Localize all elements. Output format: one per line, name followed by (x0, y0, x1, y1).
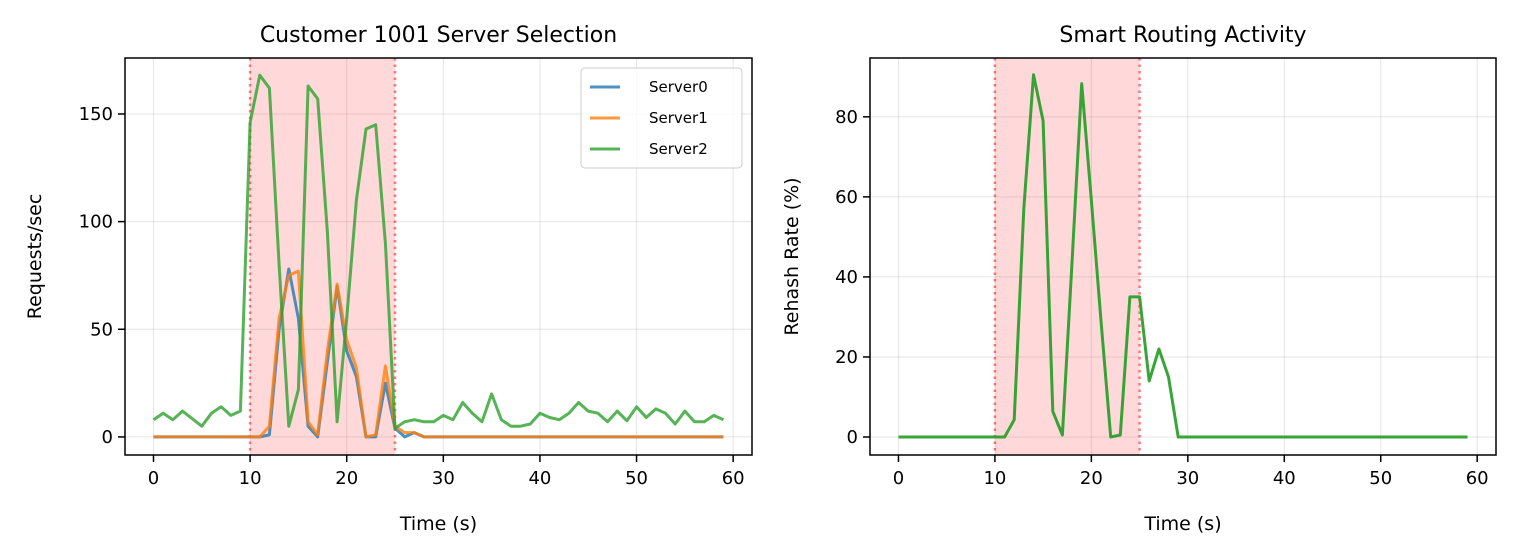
chart-title: Smart Routing Activity (1059, 23, 1306, 48)
x-tick-label: 20 (335, 468, 358, 489)
series-line-rehash-rate (898, 73, 1468, 439)
x-axis-label: Time (s) (399, 513, 477, 535)
x-tick-label: 30 (432, 468, 455, 489)
y-tick-label: 60 (835, 187, 858, 208)
legend: Server0 Server1 Server2 (580, 67, 743, 169)
x-tick-label: 60 (1466, 468, 1489, 489)
series-line-Server2 (152, 73, 725, 430)
x-tick-label: 50 (1369, 468, 1392, 489)
y-tick-label: 150 (79, 104, 113, 125)
y-axis-label: Requests/sec (24, 194, 46, 320)
x-tick-label: 0 (893, 468, 904, 489)
x-tick-label: 30 (1176, 468, 1199, 489)
y-tick-label: 20 (835, 347, 858, 368)
legend-label: Server0 (649, 78, 708, 96)
x-tick-label: 20 (1080, 468, 1103, 489)
x-tick-label: 40 (528, 468, 551, 489)
chart-1: 0 10 20 30 40 50 60 0 50 100 150 Time (s) Requests/s… (24, 23, 753, 535)
legend-box (580, 67, 743, 169)
chart-2: 0 10 20 30 40 50 60 0 20 40 60 80 Time (s) Rehash Rat… (781, 23, 1497, 535)
x-tick-label: 10 (239, 468, 262, 489)
chart-title: Customer 1001 Server Selection (260, 23, 617, 48)
y-tick-label: 50 (90, 319, 113, 340)
x-tick-label: 0 (148, 468, 159, 489)
x-tick-label: 10 (983, 468, 1006, 489)
x-tick-label: 40 (1273, 468, 1296, 489)
y-axis-label: Rehash Rate (%) (781, 177, 803, 335)
y-tick-label: 80 (835, 107, 858, 128)
axes-frame (869, 57, 1497, 456)
legend-label: Server1 (649, 109, 708, 127)
y-tick-label: 40 (835, 267, 858, 288)
y-tick-label: 0 (102, 427, 113, 448)
highlight-span (994, 58, 1140, 455)
x-axis-label: Time (s) (1143, 513, 1221, 535)
x-tick-label: 50 (625, 468, 648, 489)
axes-frame (124, 57, 753, 456)
y-tick-label: 0 (847, 427, 858, 448)
y-tick-label: 100 (79, 212, 113, 233)
x-tick-label: 60 (722, 468, 745, 489)
legend-label: Server2 (649, 140, 708, 158)
series-line-Server1 (153, 269, 724, 439)
